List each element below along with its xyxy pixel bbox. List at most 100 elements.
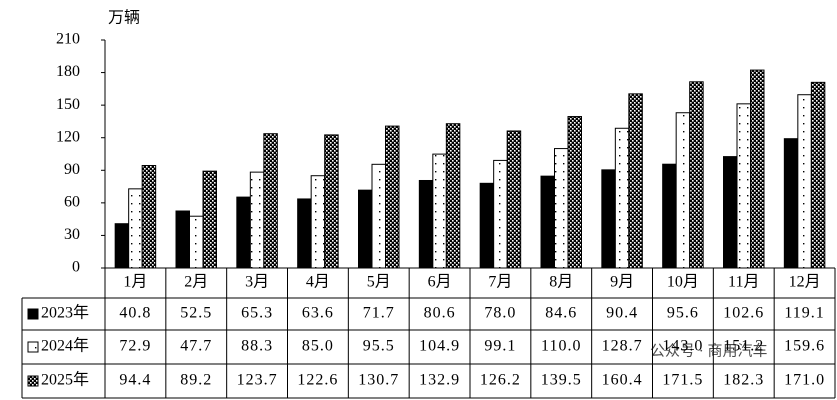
bar xyxy=(675,112,691,269)
bar xyxy=(175,210,190,269)
bar xyxy=(202,170,217,269)
bar xyxy=(297,198,312,269)
legend-label: 2025年 xyxy=(41,371,89,389)
value-label: 151.2 xyxy=(723,338,764,355)
x-tick-label: 7月 xyxy=(488,274,512,291)
value-label: 72.9 xyxy=(119,338,151,355)
value-label: 84.6 xyxy=(545,305,577,322)
bar xyxy=(736,103,751,269)
bar xyxy=(249,171,265,269)
bar xyxy=(385,125,400,269)
bar xyxy=(324,134,339,269)
bar xyxy=(614,127,630,269)
bar xyxy=(689,81,704,269)
bar xyxy=(263,133,278,269)
y-tick-label: 180 xyxy=(56,63,80,80)
value-label: 65.3 xyxy=(241,305,273,322)
legend-label: 2023年 xyxy=(41,304,89,322)
x-tick-label: 9月 xyxy=(610,274,634,291)
y-tick-label: 120 xyxy=(56,128,80,145)
bar xyxy=(371,163,386,269)
x-tick-label: 1月 xyxy=(123,274,147,291)
value-label: 47.7 xyxy=(180,338,212,355)
bar xyxy=(783,138,799,269)
value-label: 40.8 xyxy=(119,305,151,322)
y-tick-label: 60 xyxy=(64,194,80,211)
bar xyxy=(797,94,812,269)
bar xyxy=(628,93,643,269)
watermark: 公众号 · 商用汽车 xyxy=(650,342,768,359)
bar xyxy=(128,188,143,269)
legend-label: 2024年 xyxy=(41,337,89,355)
x-tick-label: 4月 xyxy=(306,274,330,291)
value-label: 143.0 xyxy=(662,338,703,355)
bar xyxy=(554,148,569,269)
value-label: 95.5 xyxy=(363,338,395,355)
x-tick-label: 11月 xyxy=(728,274,759,291)
value-label: 104.9 xyxy=(419,338,460,355)
bar xyxy=(358,189,373,269)
value-label: 128.7 xyxy=(602,338,643,355)
bar xyxy=(506,130,522,269)
value-label: 122.6 xyxy=(297,372,338,389)
bar xyxy=(750,69,765,269)
value-label: 89.2 xyxy=(180,372,212,389)
value-label: 102.6 xyxy=(723,305,764,322)
value-label: 94.4 xyxy=(119,372,151,389)
bar xyxy=(114,223,130,269)
y-tick-label: 0 xyxy=(72,259,80,276)
y-tick-label: 30 xyxy=(64,226,80,243)
value-label: 85.0 xyxy=(302,338,334,355)
bar xyxy=(601,169,616,269)
value-label: 71.7 xyxy=(363,305,395,322)
x-tick-label: 12月 xyxy=(789,274,821,291)
legend-swatch xyxy=(27,341,39,353)
value-label: 132.9 xyxy=(419,372,460,389)
bar xyxy=(141,165,157,269)
value-label: 80.6 xyxy=(424,305,456,322)
bar xyxy=(432,153,447,269)
value-label: 63.6 xyxy=(302,305,334,322)
value-label: 182.3 xyxy=(723,372,764,389)
bar xyxy=(445,123,461,269)
value-label: 95.6 xyxy=(667,305,699,322)
bar xyxy=(310,175,326,269)
value-label: 160.4 xyxy=(602,372,643,389)
value-label: 139.5 xyxy=(541,372,582,389)
bar xyxy=(567,116,582,269)
value-label: 130.7 xyxy=(358,372,399,389)
value-label: 126.2 xyxy=(480,372,521,389)
x-tick-label: 2月 xyxy=(184,274,208,291)
bar xyxy=(723,156,738,269)
x-tick-label: 6月 xyxy=(428,274,452,291)
bar xyxy=(493,159,508,269)
value-label: 52.5 xyxy=(180,305,212,322)
bar xyxy=(418,179,434,269)
legend-swatch xyxy=(27,375,39,387)
legend-swatch xyxy=(27,308,39,320)
bar xyxy=(662,163,677,269)
value-label: 119.1 xyxy=(784,305,824,322)
value-label: 123.7 xyxy=(237,372,278,389)
x-tick-label: 5月 xyxy=(367,274,391,291)
bar xyxy=(189,215,204,269)
x-tick-label: 8月 xyxy=(549,274,573,291)
x-tick-label: 3月 xyxy=(245,274,269,291)
value-label: 90.4 xyxy=(606,305,638,322)
value-label: 171.0 xyxy=(784,372,825,389)
x-tick-label: 10月 xyxy=(667,274,699,291)
value-label: 110.0 xyxy=(541,338,581,355)
y-tick-label: 150 xyxy=(56,96,80,113)
y-tick-label: 210 xyxy=(56,31,80,48)
bar xyxy=(540,175,555,269)
value-label: 171.5 xyxy=(662,372,703,389)
value-label: 99.1 xyxy=(484,338,516,355)
bar xyxy=(479,182,495,269)
bar xyxy=(236,196,251,269)
value-label: 78.0 xyxy=(484,305,516,322)
bar xyxy=(810,81,826,269)
y-axis-label: 万辆 xyxy=(108,9,140,27)
value-label: 88.3 xyxy=(241,338,273,355)
